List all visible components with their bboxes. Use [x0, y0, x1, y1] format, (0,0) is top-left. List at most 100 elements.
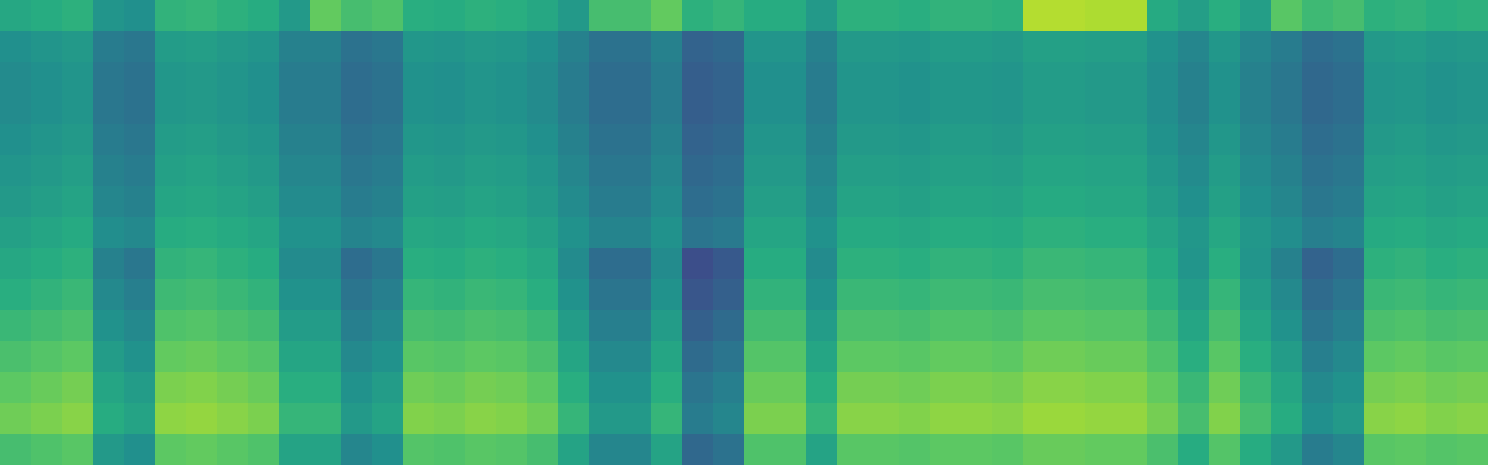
cell: [1023, 248, 1055, 280]
cell: [1240, 93, 1272, 125]
cell: [930, 310, 962, 342]
cell: [558, 341, 590, 373]
cell: [1209, 124, 1241, 156]
cell: [465, 62, 497, 94]
cell: [868, 341, 900, 373]
cell: [899, 0, 931, 32]
cell: [1147, 403, 1179, 435]
cell: [558, 93, 590, 125]
cell: [558, 279, 590, 311]
cell: [806, 372, 838, 404]
cell: [434, 186, 466, 218]
cell: [899, 403, 931, 435]
cell: [1085, 155, 1117, 187]
cell: [279, 310, 311, 342]
cell: [1023, 434, 1055, 465]
cell: [1457, 155, 1488, 187]
cell: [155, 310, 187, 342]
cell: [186, 248, 218, 280]
cell: [1240, 124, 1272, 156]
cell: [217, 310, 249, 342]
cell: [0, 341, 32, 373]
cell: [155, 279, 187, 311]
cell: [1333, 279, 1365, 311]
cell: [806, 93, 838, 125]
cell: [713, 31, 745, 63]
cell: [1116, 0, 1148, 32]
cell: [310, 186, 342, 218]
cell: [124, 31, 156, 63]
cell: [310, 31, 342, 63]
cell: [434, 310, 466, 342]
cell: [434, 434, 466, 465]
cell: [1240, 403, 1272, 435]
cell: [1271, 217, 1303, 249]
cell: [124, 434, 156, 465]
cell: [1271, 248, 1303, 280]
cell: [1054, 62, 1086, 94]
cell: [1178, 434, 1210, 465]
cell: [651, 372, 683, 404]
cell: [682, 341, 714, 373]
cell: [837, 124, 869, 156]
cell: [403, 0, 435, 32]
cell: [558, 31, 590, 63]
cell: [744, 0, 776, 32]
cell: [372, 403, 404, 435]
cell: [1426, 310, 1458, 342]
cell: [248, 434, 280, 465]
cell: [248, 155, 280, 187]
cell: [527, 248, 559, 280]
cell: [279, 186, 311, 218]
cell: [1023, 93, 1055, 125]
cell: [682, 62, 714, 94]
cell: [1457, 124, 1488, 156]
cell: [899, 341, 931, 373]
cell: [465, 310, 497, 342]
cell: [341, 124, 373, 156]
cell: [217, 155, 249, 187]
cell: [31, 93, 63, 125]
cell: [1116, 434, 1148, 465]
cell: [930, 279, 962, 311]
cell: [930, 186, 962, 218]
cell: [930, 155, 962, 187]
cell: [1333, 0, 1365, 32]
cell: [341, 434, 373, 465]
cell: [930, 248, 962, 280]
cell: [372, 155, 404, 187]
cell: [0, 310, 32, 342]
cell: [1426, 434, 1458, 465]
cell: [527, 279, 559, 311]
cell: [620, 248, 652, 280]
cell: [775, 0, 807, 32]
cell: [899, 155, 931, 187]
cell: [496, 434, 528, 465]
cell: [868, 186, 900, 218]
cell: [806, 124, 838, 156]
cell: [186, 310, 218, 342]
cell: [1178, 279, 1210, 311]
cell: [589, 155, 621, 187]
cell: [930, 217, 962, 249]
cell: [589, 0, 621, 32]
cell: [1023, 186, 1055, 218]
cell: [744, 31, 776, 63]
cell: [899, 62, 931, 94]
cell: [0, 155, 32, 187]
cell: [744, 124, 776, 156]
cell: [0, 248, 32, 280]
cell: [465, 155, 497, 187]
cell: [620, 93, 652, 125]
cell: [558, 403, 590, 435]
cell: [589, 434, 621, 465]
cell: [1240, 155, 1272, 187]
cell: [93, 248, 125, 280]
cell: [1333, 310, 1365, 342]
cell: [961, 217, 993, 249]
cell: [1209, 310, 1241, 342]
cell: [868, 62, 900, 94]
cell: [341, 217, 373, 249]
cell: [124, 248, 156, 280]
cell: [186, 155, 218, 187]
